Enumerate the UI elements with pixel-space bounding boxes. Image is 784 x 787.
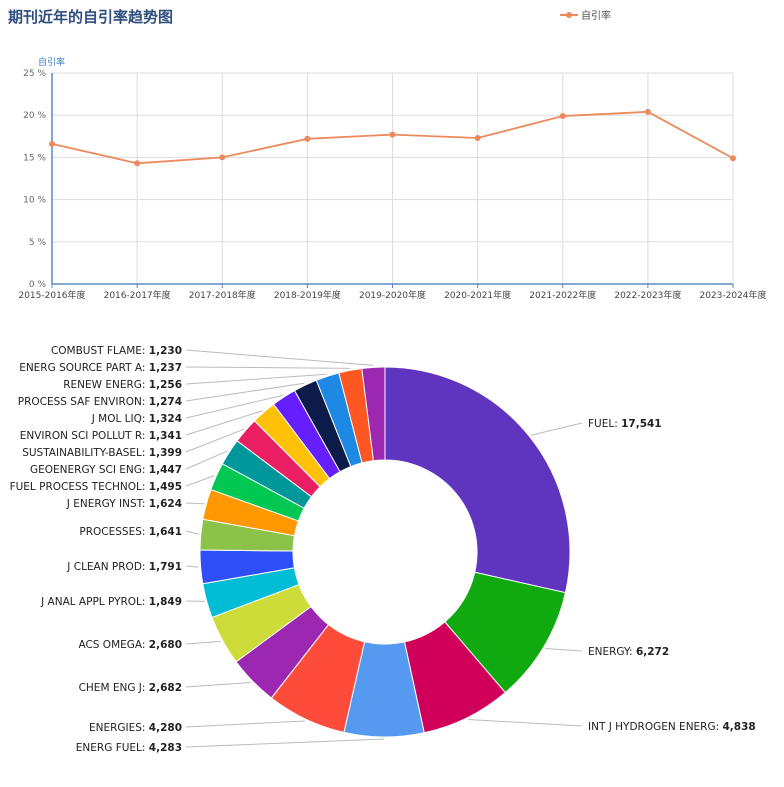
data-point[interactable] bbox=[134, 160, 141, 167]
label-leader-line bbox=[468, 718, 583, 727]
slice-label: ENVIRON SCI POLLUT R: 1,341 bbox=[20, 430, 182, 442]
label-leader-line bbox=[185, 410, 263, 436]
label-leader-line bbox=[185, 502, 205, 505]
slice-label: FUEL PROCESS TECHNOL: 1,495 bbox=[10, 481, 182, 493]
donut-slice[interactable] bbox=[361, 366, 386, 462]
slice-label: ENERGIES: 4,280 bbox=[89, 722, 182, 734]
x-tick-label: 2023-2024年度 bbox=[699, 289, 766, 301]
donut-chart: FUEL: 17,541 ENERGY: 6,272 INT J HYDROGEN … bbox=[10, 345, 756, 754]
data-point[interactable] bbox=[559, 113, 566, 120]
y-tick-label: 15 % bbox=[23, 153, 46, 163]
label-leader-line bbox=[185, 382, 305, 402]
data-point[interactable] bbox=[49, 140, 55, 147]
slice-label: ENERG SOURCE PART A: 1,237 bbox=[19, 362, 182, 374]
data-point[interactable] bbox=[304, 135, 311, 142]
slice-label: CHEM ENG J: 2,682 bbox=[79, 682, 182, 694]
donut-slice[interactable] bbox=[384, 366, 571, 594]
y-tick-label: 5 % bbox=[29, 238, 47, 248]
x-tick-label: 2015-2016年度 bbox=[18, 289, 85, 301]
x-tick-label: 2016-2017年度 bbox=[104, 289, 171, 301]
data-point[interactable] bbox=[389, 131, 396, 138]
label-leader-line bbox=[185, 366, 350, 369]
x-tick-label: 2020-2021年度 bbox=[444, 289, 511, 301]
label-leader-line bbox=[185, 640, 221, 645]
label-leader-line bbox=[545, 648, 583, 652]
slice-label: ENERG FUEL: 4,283 bbox=[76, 742, 182, 754]
label-leader-line bbox=[185, 475, 215, 487]
label-leader-line bbox=[185, 373, 327, 385]
slice-label: SUSTAINABILITY-BASEL: 1,399 bbox=[22, 447, 182, 459]
x-tick-label: 2022-2023年度 bbox=[614, 289, 681, 301]
slice-label: PROCESSES: 1,641 bbox=[79, 526, 182, 538]
y-axis-label: 自引率 bbox=[38, 56, 65, 68]
slice-label: INT J HYDROGEN ENERG: 4,838 bbox=[588, 721, 756, 733]
data-point[interactable] bbox=[644, 108, 651, 115]
y-tick-label: 20 % bbox=[23, 111, 46, 121]
y-tick-label: 0 % bbox=[29, 280, 47, 290]
label-leader-line bbox=[185, 428, 245, 453]
slice-label: GEOENERGY SCI ENG: 1,447 bbox=[30, 464, 182, 476]
x-tick-label: 2019-2020年度 bbox=[359, 289, 426, 301]
data-point[interactable] bbox=[219, 154, 226, 161]
label-leader-line bbox=[185, 530, 199, 535]
slice-label: J ANAL APPL PYROL: 1,849 bbox=[40, 596, 182, 608]
slice-label: J CLEAN PROD: 1,791 bbox=[66, 561, 182, 573]
slice-label: COMBUST FLAME: 1,230 bbox=[51, 345, 182, 357]
x-tick-label: 2018-2019年度 bbox=[274, 289, 341, 301]
line-chart: 自引率 0 % 5 % 10 % 15 % 20 % 25 % 2015-2016年度 2016… bbox=[18, 56, 766, 301]
label-leader-line bbox=[185, 738, 385, 748]
slice-label: PROCESS SAF ENVIRON: 1,274 bbox=[18, 396, 182, 408]
slice-label: ACS OMEGA: 2,680 bbox=[78, 639, 182, 651]
legend-label: 自引率 bbox=[581, 11, 611, 22]
label-leader-line bbox=[185, 681, 252, 688]
page-title: 期刊近年的自引率趋势图 bbox=[8, 8, 174, 26]
x-tick-label: 2021-2022年度 bbox=[529, 289, 596, 301]
data-point[interactable] bbox=[730, 155, 736, 162]
data-point[interactable] bbox=[474, 134, 481, 141]
label-leader-line bbox=[185, 349, 374, 366]
x-tick-label: 2017-2018年度 bbox=[189, 289, 256, 301]
label-leader-line bbox=[530, 422, 583, 436]
chart-legend[interactable]: 自引率 bbox=[560, 7, 611, 22]
slice-label: FUEL: 17,541 bbox=[588, 418, 662, 430]
slice-label: J MOL LIQ: 1,324 bbox=[91, 413, 182, 425]
y-tick-label: 10 % bbox=[23, 196, 46, 206]
slice-label: ENERGY: 6,272 bbox=[588, 646, 669, 658]
legend-line-marker-icon bbox=[560, 10, 578, 20]
label-leader-line bbox=[185, 720, 305, 728]
slice-label: J ENERGY INST: 1,624 bbox=[66, 498, 182, 510]
y-tick-label: 25 % bbox=[23, 69, 46, 79]
label-leader-line bbox=[185, 565, 199, 568]
slice-label: RENEW ENERG: 1,256 bbox=[63, 379, 182, 391]
label-leader-line bbox=[185, 394, 283, 419]
label-leader-line bbox=[185, 450, 228, 470]
